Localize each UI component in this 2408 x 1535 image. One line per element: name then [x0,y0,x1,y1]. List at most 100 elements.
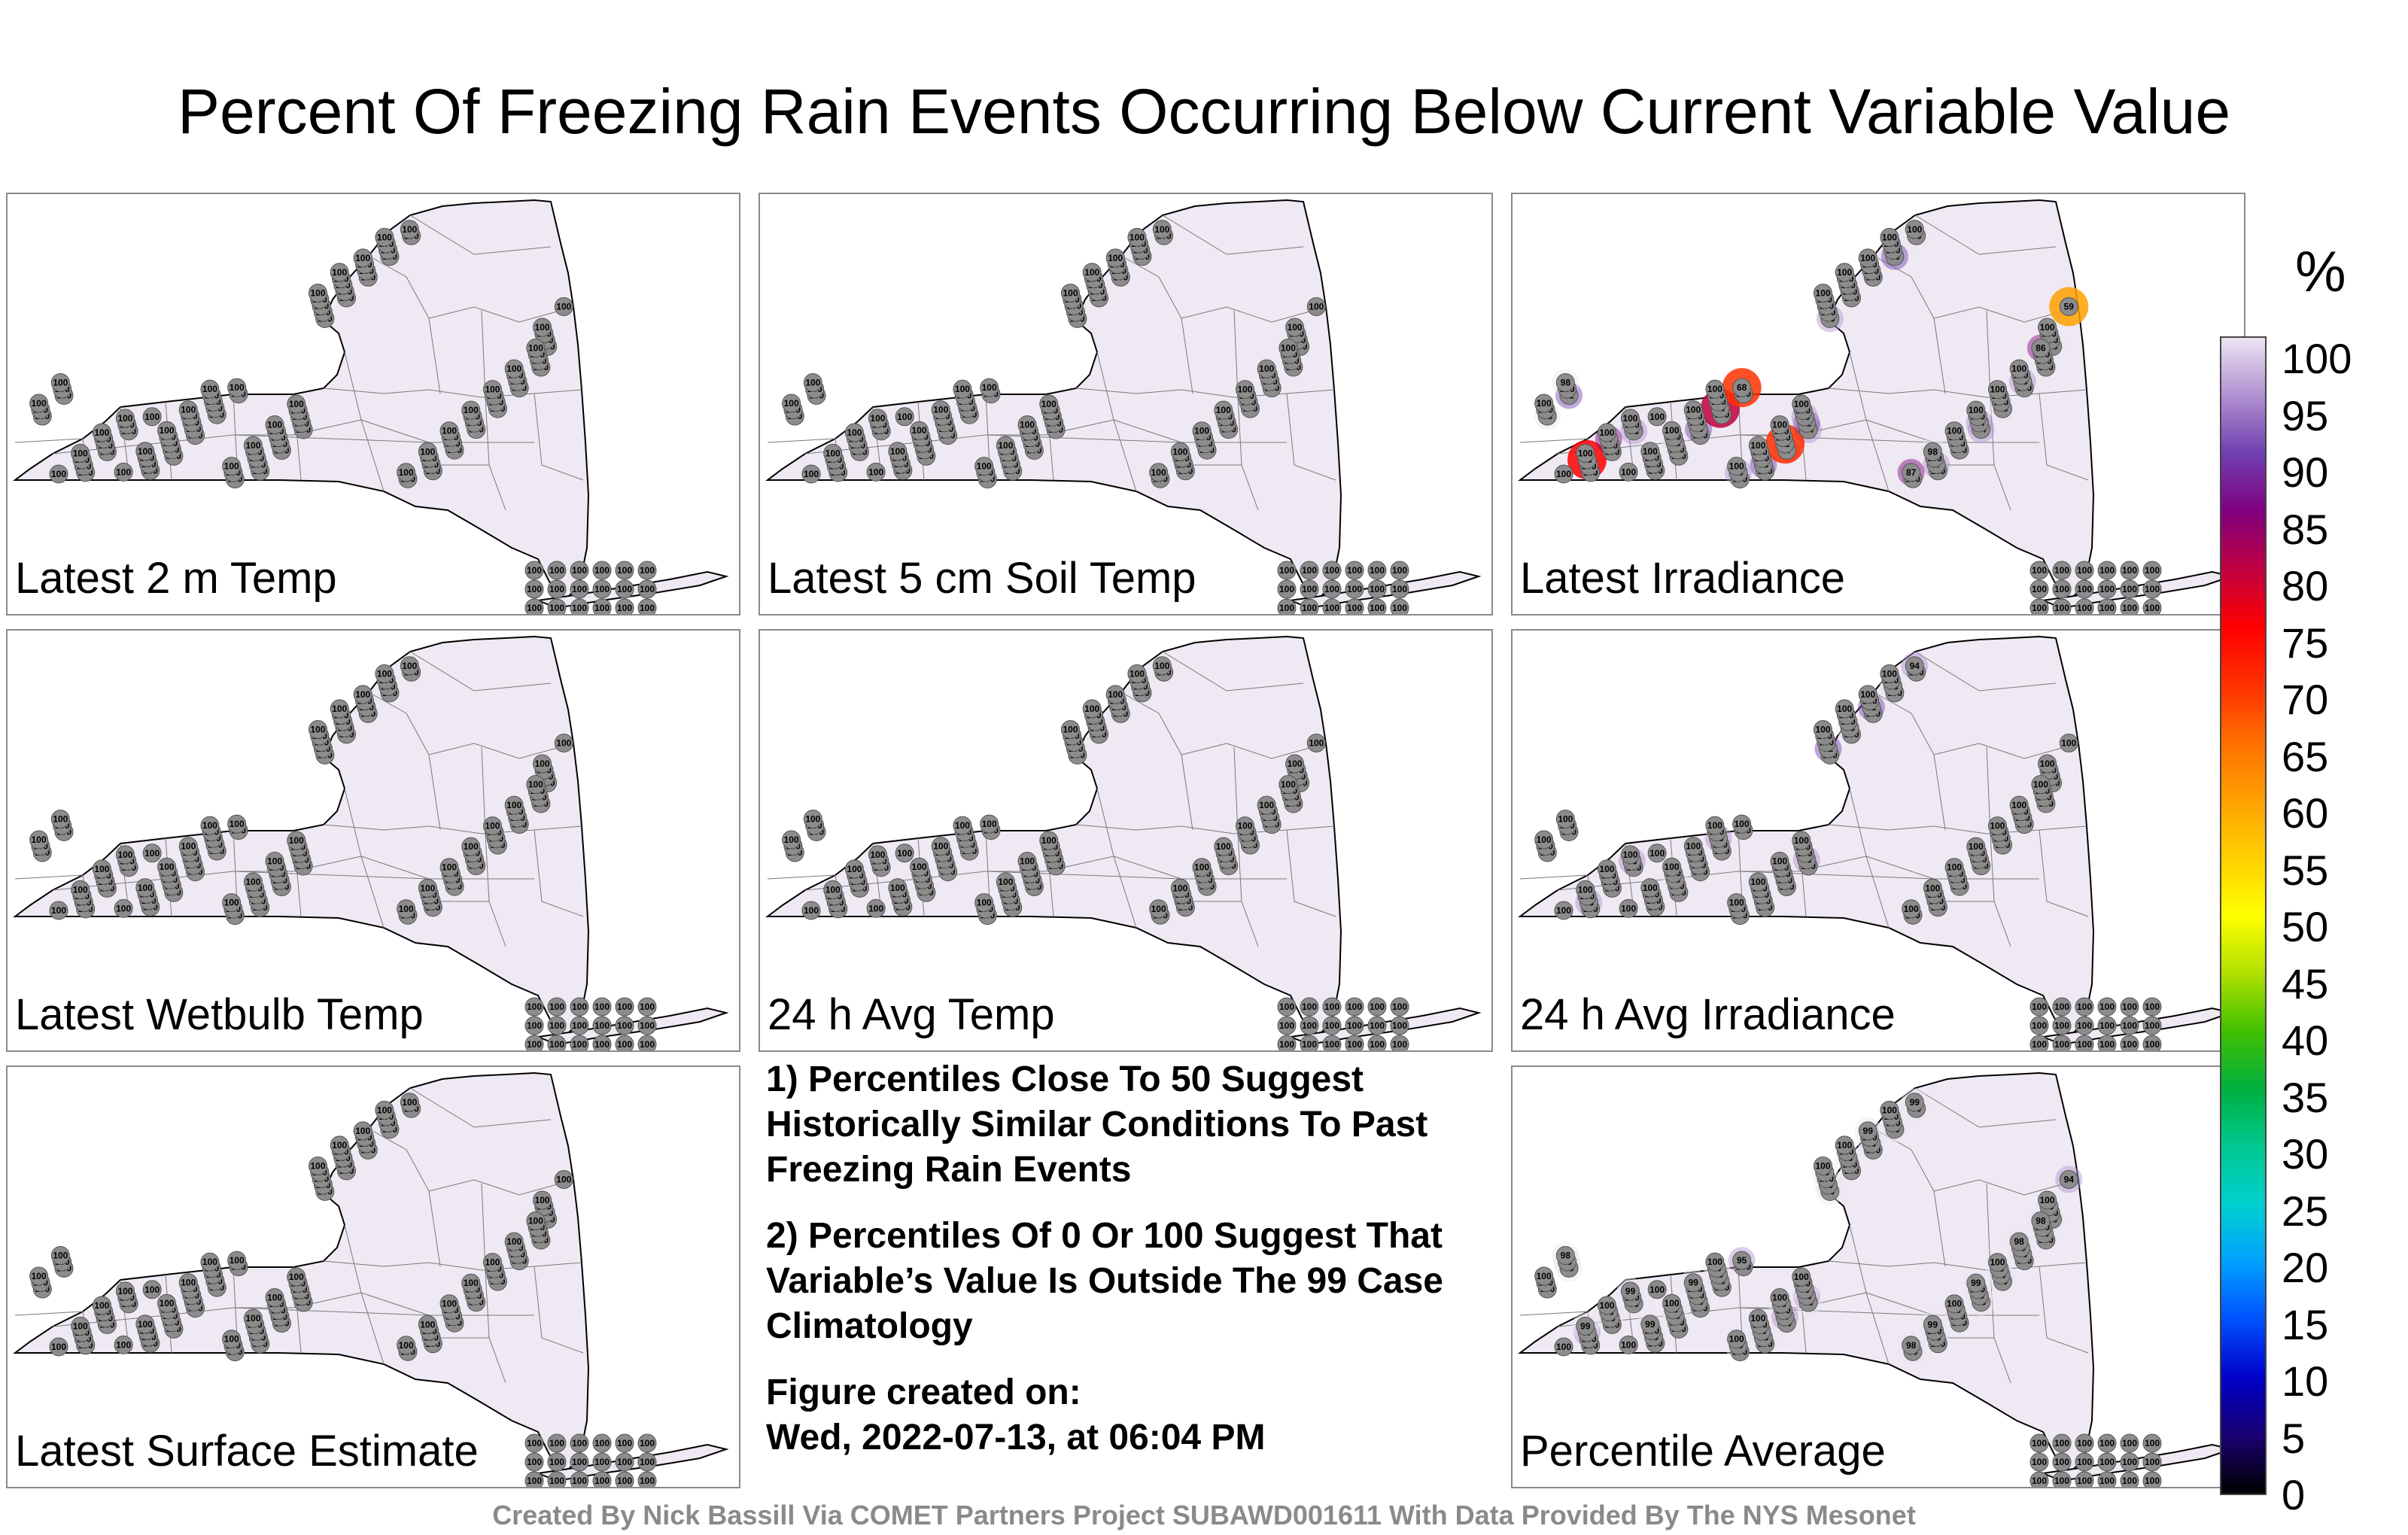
station-marker [461,400,481,420]
station-value: 100 [1259,363,1274,374]
colorbar-tick: 5 [2282,1414,2306,1462]
station-marker [823,443,843,463]
station-marker [1597,423,1616,442]
station-marker [1017,852,1037,871]
station-marker [953,816,972,835]
station-marker [953,379,972,399]
station-value: 100 [2032,1438,2047,1448]
station-value: 100 [2032,565,2047,576]
station-value: 100 [138,446,153,457]
station-marker [1555,372,1575,392]
county-line [360,1292,430,1316]
station-value: 100 [485,821,500,831]
station-marker [637,579,657,599]
map-svg: 100 100 100 100 100 100 99 99 99 100 100 99 99 100 100… [1518,1071,2234,1487]
station-value: 100 [1347,1039,1362,1050]
station-marker [1813,1156,1832,1175]
station-value: 100 [1063,287,1078,298]
station-marker [157,1293,177,1313]
county-line [1233,310,1239,398]
station-marker [2097,997,2117,1017]
station-value: 100 [94,864,109,874]
station-marker [200,816,220,835]
station-marker [2031,339,2051,358]
station-value: 100 [535,322,550,333]
station-value: 100 [617,1020,632,1031]
county-line [1828,1260,2087,1271]
station-value: 100 [1599,427,1614,438]
station-value: 100 [94,1300,109,1311]
station-marker [547,997,567,1017]
station-marker [400,656,419,676]
county-line [534,393,584,481]
station-marker [615,598,634,614]
station-marker [2029,1016,2049,1035]
station-value: 100 [982,382,997,393]
county-line [1181,306,1327,323]
station-marker [49,464,68,484]
station-value: 100 [2122,603,2137,613]
station-marker [637,1016,657,1035]
map-panel-1: 100 100 100 100 100 100 100 100 100 100 100 100 100 1… [6,193,740,616]
station-value: 100 [527,1039,542,1050]
station-marker [547,1471,567,1487]
station-value: 100 [549,603,564,613]
station-marker [1322,1016,1342,1035]
station-marker [803,809,822,828]
station-marker [265,415,284,435]
station-marker [637,561,657,580]
station-value: 100 [2145,1020,2160,1031]
station-value: 100 [1288,322,1303,333]
station-marker [29,394,49,413]
station-marker [615,1452,634,1472]
station-marker [1300,561,1319,580]
station-value: 100 [617,1438,632,1448]
colorbar-tick: 80 [2282,562,2329,609]
station-value: 100 [1288,758,1303,769]
county-line [1113,856,1182,880]
county-line [1286,829,1336,917]
station-marker [524,1471,544,1487]
station-marker [157,421,177,440]
station-value: 100 [572,1476,587,1486]
map-panel-5: 100 100 100 100 100 100 100 100 100 100 100 100 100 1… [759,629,1493,1052]
station-marker [1300,1016,1319,1035]
figure-created-label: Figure created on: [766,1372,1081,1412]
station-marker [547,1035,567,1050]
station-marker [1277,997,1297,1017]
station-marker [1683,1273,1703,1293]
station-marker [353,685,372,704]
station-marker [592,1471,612,1487]
station-value: 100 [117,1286,132,1296]
station-value: 94 [2064,1174,2075,1184]
station-marker [1214,837,1233,856]
station-value: 100 [617,1476,632,1486]
station-marker [888,878,908,898]
station-value: 98 [2036,1216,2046,1226]
station-marker [330,263,349,282]
station-value: 100 [402,1097,417,1108]
station-marker [1705,1252,1725,1272]
station-value: 100 [890,446,905,457]
panel-label: Latest Irradiance [1520,554,1846,603]
station-marker [866,898,886,918]
station-marker [1277,1016,1297,1035]
station-marker [2075,1016,2094,1035]
station-value: 100 [1772,856,1787,867]
station-value: 100 [933,841,948,852]
station-value: 100 [464,1278,479,1288]
station-value: 100 [1990,1257,2005,1268]
station-value: 100 [2145,565,2160,576]
county-line [409,1087,552,1128]
station-value: 100 [1216,405,1231,415]
station-value: 100 [32,834,47,845]
station-marker [1905,1093,1924,1112]
county-line [534,829,584,917]
station-marker [1390,1016,1409,1035]
station-value: 100 [160,425,175,436]
station-value: 100 [1707,1257,1722,1267]
station-marker [135,878,155,898]
station-value: 100 [1279,1002,1294,1012]
note-1: 1) Percentiles Close To 50 Suggest Histo… [766,1059,1428,1190]
station-marker [92,1296,111,1315]
